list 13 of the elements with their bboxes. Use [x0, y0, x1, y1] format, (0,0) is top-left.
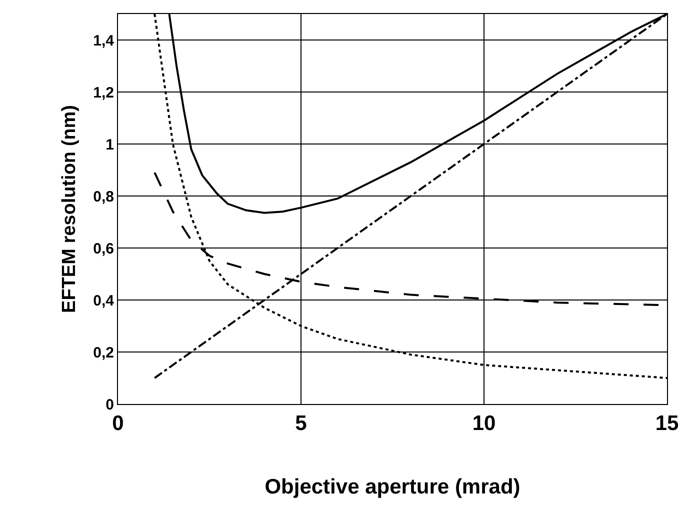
y-tick-label: 0,2 — [93, 344, 114, 362]
x-axis-title: Objective aperture (mrad) — [264, 475, 520, 498]
y-tick-label: 0 — [106, 396, 114, 414]
x-tick-label: 10 — [472, 412, 496, 436]
y-tick-label: 0,4 — [93, 292, 115, 310]
y-tick-label: 0,8 — [93, 188, 114, 206]
y-tick-label: 1 — [106, 136, 114, 154]
x-tick-label: 15 — [655, 412, 679, 436]
y-tick-label: 1,2 — [93, 84, 114, 102]
y-tick-label: 0,6 — [93, 240, 114, 258]
y-tick-label: 1,4 — [93, 32, 115, 50]
y-axis-title: EFTEM resolution (nm) — [58, 105, 80, 313]
x-tick-label: 5 — [295, 412, 308, 436]
